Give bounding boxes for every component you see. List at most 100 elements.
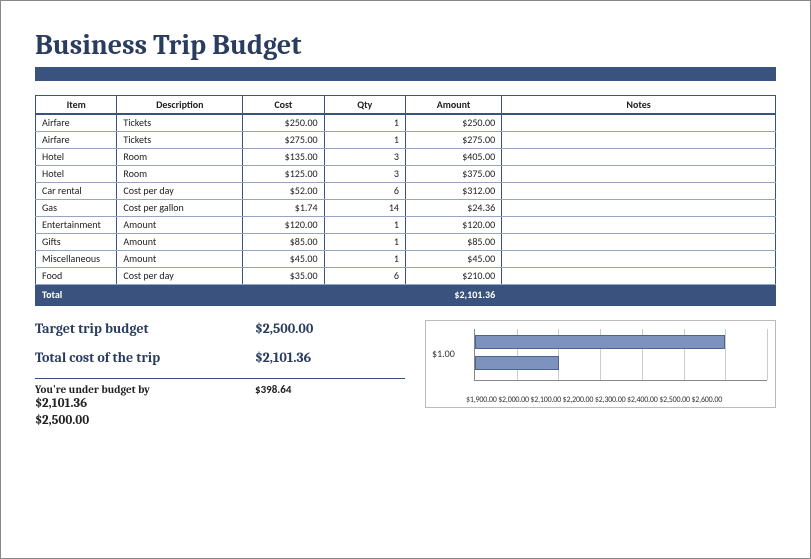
- summary-left: Target trip budget $2,500.00 Total cost …: [35, 320, 405, 430]
- under-budget-value: $398.64: [255, 383, 291, 396]
- accent-bar: [35, 67, 776, 81]
- table-cell: Gas: [36, 200, 117, 217]
- summary-right: $1.00 $1,900.00 $2,000.00 $2,100.00 $2,2…: [425, 320, 776, 430]
- table-cell: Cost per day: [117, 183, 243, 200]
- chart-plot-area: [474, 329, 767, 381]
- table-cell: 3: [324, 149, 405, 166]
- extra-value-1: $2,101.36: [35, 396, 405, 413]
- table-header-cell: Notes: [502, 96, 776, 115]
- summary-section: Target trip budget $2,500.00 Total cost …: [35, 320, 776, 430]
- table-row: HotelRoom$125.003$375.00: [36, 166, 776, 183]
- table-header-cell: Item: [36, 96, 117, 115]
- table-cell: [502, 200, 776, 217]
- table-cell: $120.00: [243, 217, 324, 234]
- table-row: GasCost per gallon$1.7414$24.36: [36, 200, 776, 217]
- table-cell: [502, 183, 776, 200]
- total-empty-cell: [117, 285, 243, 306]
- table-header-cell: Qty: [324, 96, 405, 115]
- table-header-cell: Description: [117, 96, 243, 115]
- table-header-cell: Cost: [243, 96, 324, 115]
- table-row: FoodCost per day$35.006$210.00: [36, 268, 776, 285]
- table-cell: $85.00: [243, 234, 324, 251]
- extra-value-2: $2,500.00: [35, 413, 405, 430]
- table-cell: $35.00: [243, 268, 324, 285]
- table-cell: $45.00: [405, 251, 501, 268]
- extra-values: $2,101.36 $2,500.00: [35, 396, 405, 430]
- table-row: Car rentalCost per day$52.006$312.00: [36, 183, 776, 200]
- chart-bar: [475, 356, 559, 370]
- table-cell: Cost per day: [117, 268, 243, 285]
- table-cell: [502, 149, 776, 166]
- target-budget-value: $2,500.00: [255, 320, 313, 337]
- under-budget-label: You're under budget by: [35, 383, 255, 396]
- table-header-cell: Amount: [405, 96, 501, 115]
- table-cell: [502, 166, 776, 183]
- table-cell: Hotel: [36, 149, 117, 166]
- table-cell: $275.00: [405, 132, 501, 149]
- table-cell: $1.74: [243, 200, 324, 217]
- table-cell: Airfare: [36, 132, 117, 149]
- table-cell: 1: [324, 132, 405, 149]
- table-cell: Amount: [117, 234, 243, 251]
- table-cell: 6: [324, 268, 405, 285]
- table-cell: $250.00: [243, 114, 324, 132]
- total-empty-cell: [243, 285, 324, 306]
- table-cell: $45.00: [243, 251, 324, 268]
- table-cell: Gifts: [36, 234, 117, 251]
- table-cell: Amount: [117, 217, 243, 234]
- total-cost-label: Total cost of the trip: [35, 349, 255, 366]
- table-row: GiftsAmount$85.001$85.00: [36, 234, 776, 251]
- table-cell: [502, 217, 776, 234]
- table-cell: Car rental: [36, 183, 117, 200]
- table-cell: $135.00: [243, 149, 324, 166]
- table-cell: 3: [324, 166, 405, 183]
- table-row: HotelRoom$135.003$405.00: [36, 149, 776, 166]
- table-cell: Cost per gallon: [117, 200, 243, 217]
- table-cell: [502, 251, 776, 268]
- table-cell: [502, 114, 776, 132]
- table-row: MiscellaneousAmount$45.001$45.00: [36, 251, 776, 268]
- table-cell: $85.00: [405, 234, 501, 251]
- chart-gridline: [767, 329, 768, 380]
- table-row: AirfareTickets$275.001$275.00: [36, 132, 776, 149]
- table-cell: Amount: [117, 251, 243, 268]
- table-cell: Tickets: [117, 132, 243, 149]
- table-cell: $52.00: [243, 183, 324, 200]
- chart-x-labels: $1,900.00 $2,000.00 $2,100.00 $2,200.00 …: [466, 395, 771, 405]
- page-title: Business Trip Budget: [35, 29, 776, 61]
- table-cell: Entertainment: [36, 217, 117, 234]
- table-cell: $24.36: [405, 200, 501, 217]
- table-body: AirfareTickets$250.001$250.00AirfareTick…: [36, 114, 776, 306]
- table-cell: $405.00: [405, 149, 501, 166]
- table-cell: Airfare: [36, 114, 117, 132]
- table-cell: $275.00: [243, 132, 324, 149]
- table-cell: 1: [324, 114, 405, 132]
- table-cell: Food: [36, 268, 117, 285]
- total-empty-cell: [502, 285, 776, 306]
- table-row: EntertainmentAmount$120.001$120.00: [36, 217, 776, 234]
- table-cell: $120.00: [405, 217, 501, 234]
- table-cell: Tickets: [117, 114, 243, 132]
- table-cell: [502, 132, 776, 149]
- table-cell: [502, 268, 776, 285]
- table-header-row: ItemDescriptionCostQtyAmountNotes: [36, 96, 776, 115]
- table-cell: 6: [324, 183, 405, 200]
- target-budget-label: Target trip budget: [35, 320, 255, 337]
- table-cell: $312.00: [405, 183, 501, 200]
- table-cell: 1: [324, 217, 405, 234]
- budget-chart: $1.00 $1,900.00 $2,000.00 $2,100.00 $2,2…: [425, 320, 776, 408]
- target-budget-row: Target trip budget $2,500.00: [35, 320, 405, 337]
- under-budget-row: You're under budget by $398.64: [35, 378, 405, 396]
- table-cell: Hotel: [36, 166, 117, 183]
- table-cell: Room: [117, 149, 243, 166]
- chart-y-label: $1.00: [432, 347, 455, 360]
- table-cell: 1: [324, 234, 405, 251]
- table-cell: 1: [324, 251, 405, 268]
- chart-bar: [475, 335, 725, 349]
- table-cell: Miscellaneous: [36, 251, 117, 268]
- total-empty-cell: [324, 285, 405, 306]
- table-cell: 14: [324, 200, 405, 217]
- table-total-row: Total$2,101.36: [36, 285, 776, 306]
- total-amount-cell: $2,101.36: [405, 285, 501, 306]
- total-cost-row: Total cost of the trip $2,101.36: [35, 349, 405, 366]
